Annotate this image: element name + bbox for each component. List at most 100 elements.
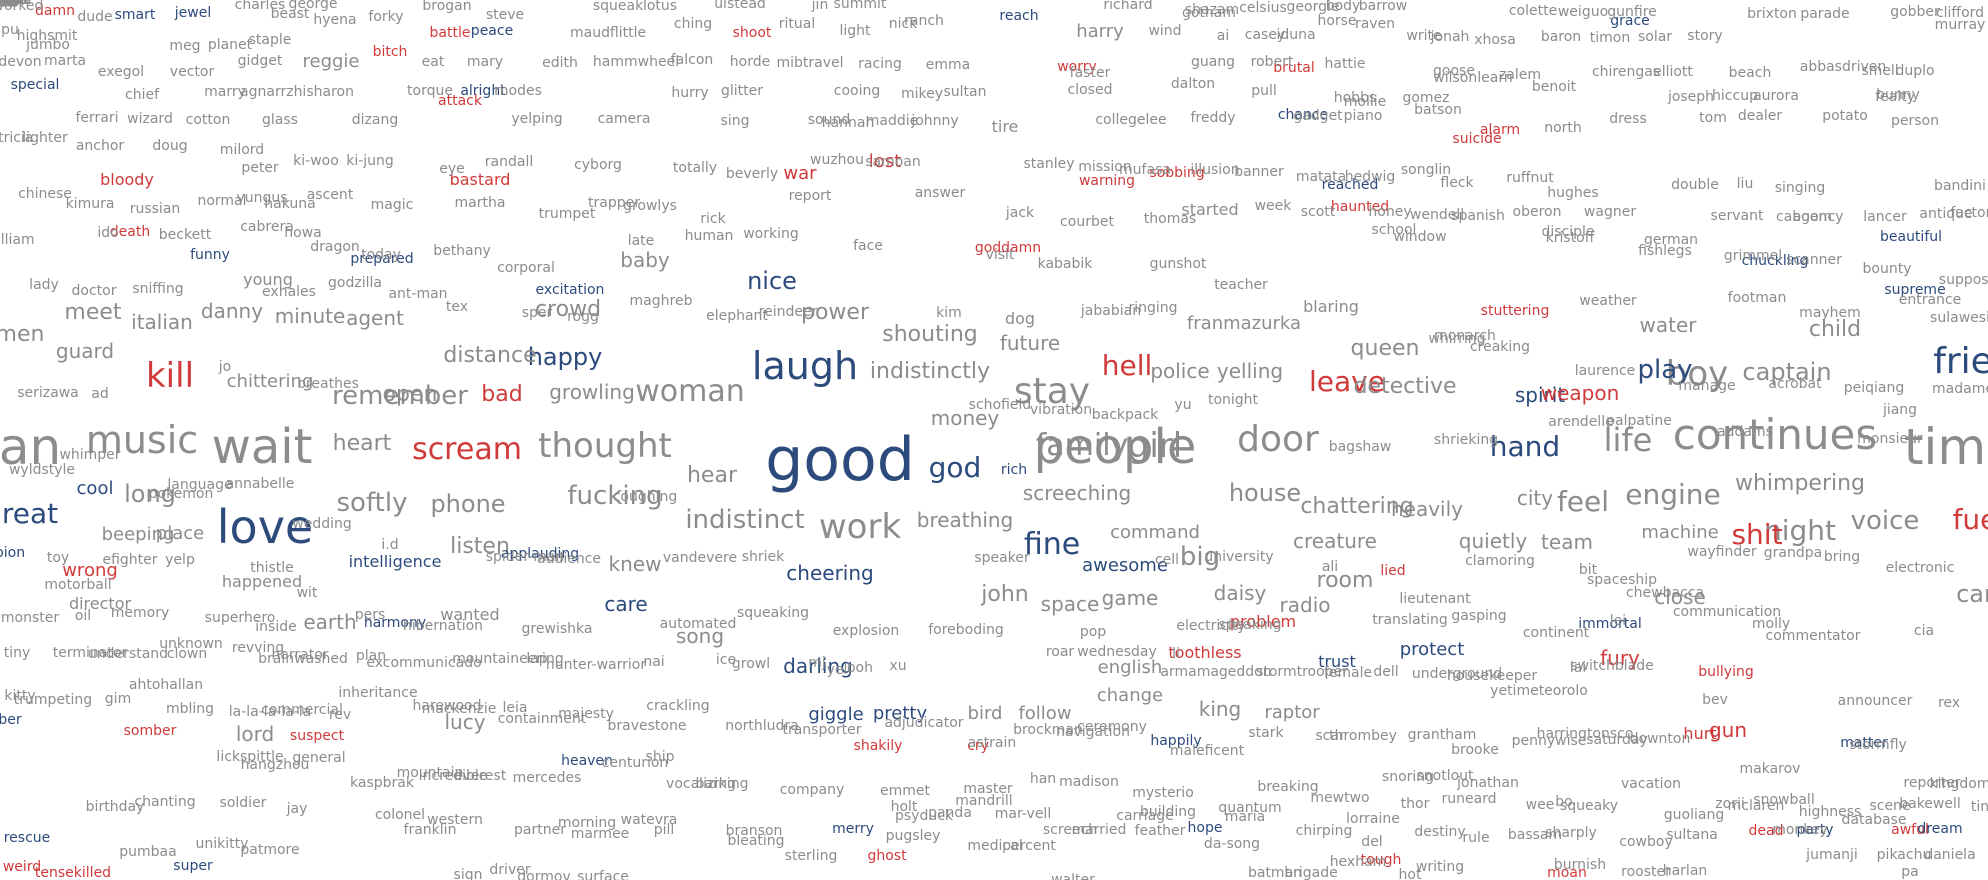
cloud-word: ice — [715, 652, 737, 668]
cloud-word: surface — [577, 869, 629, 880]
cloud-word: exhales — [262, 284, 316, 300]
cloud-word: bruce — [0, 0, 18, 7]
cloud-word: astrain — [967, 735, 1017, 751]
cloud-word: guess — [0, 0, 18, 7]
cloud-word: lovey — [0, 0, 17, 7]
cloud-word: big — [1179, 542, 1221, 572]
cloud-word: north — [1544, 120, 1582, 136]
cloud-word: armamageddon — [1160, 664, 1272, 680]
cloud-word: singing — [1774, 180, 1826, 196]
cloud-word: guang — [1190, 54, 1236, 70]
cloud-word: factory — [1950, 205, 1988, 221]
cloud-word: lickspittle — [216, 749, 284, 765]
cloud-word: ellen — [0, 0, 15, 7]
cloud-word: breaking — [1257, 779, 1319, 795]
cloud-word: faster — [1069, 65, 1111, 81]
cloud-word: ruffnut — [1506, 170, 1554, 186]
cloud-word: flittle — [609, 25, 647, 41]
cloud-word: thor — [1400, 796, 1430, 812]
cloud-word: ducky — [0, 0, 18, 7]
cloud-word: songlin — [1400, 162, 1452, 178]
cloud-word: alarm — [1479, 122, 1521, 138]
cloud-word: staple — [248, 32, 292, 48]
cloud-word: sultana — [1666, 827, 1718, 843]
cloud-word: barrow — [1358, 0, 1408, 14]
cloud-word: zalem — [1498, 67, 1542, 83]
cloud-word: whimper — [59, 447, 121, 463]
cloud-word: darling — [783, 654, 853, 678]
cloud-word: bounty — [1862, 261, 1912, 277]
cloud-word: sharply — [1545, 825, 1597, 841]
cloud-word: ship — [645, 749, 675, 765]
cloud-word: body — [1325, 0, 1361, 14]
cloud-word: agency — [1792, 209, 1844, 225]
cloud-word: comic — [0, 0, 18, 7]
cloud-word: crumb — [0, 0, 20, 7]
cloud-word: audience — [536, 551, 602, 567]
cloud-word: start — [0, 0, 14, 7]
cloud-word: haunted — [1330, 199, 1390, 215]
cloud-word: franklin — [403, 822, 457, 838]
cloud-word: baby — [620, 248, 670, 272]
cloud-word: simba — [0, 0, 19, 7]
cloud-word: forky — [368, 9, 404, 25]
cloud-word: ascent — [306, 187, 354, 203]
cloud-word: track — [0, 0, 16, 7]
cloud-word: wood — [0, 0, 17, 7]
cloud-word: franmazurka — [1186, 313, 1302, 334]
cloud-word: crackling — [646, 698, 710, 714]
cloud-word: dizang — [351, 112, 399, 128]
cloud-word: report — [788, 188, 832, 204]
cloud-word: aurora — [1753, 88, 1799, 104]
cloud-word: addams — [1717, 424, 1773, 440]
cloud-word: li — [1172, 646, 1180, 662]
cloud-word: teacher — [1214, 277, 1268, 293]
cloud-word: game — [1101, 586, 1159, 610]
cloud-word: motor — [0, 0, 19, 7]
cloud-word: ransom — [0, 0, 23, 7]
cloud-word: rey — [0, 0, 10, 7]
cloud-word: underground — [1411, 666, 1503, 682]
cloud-word: ching — [673, 16, 713, 32]
cloud-word: milord — [219, 142, 265, 158]
cloud-word: thomas — [1143, 211, 1197, 227]
cloud-word: problem — [1229, 612, 1297, 631]
cloud-word: creaking — [1469, 339, 1531, 355]
cloud-word: lost — [868, 151, 902, 172]
cloud-word: illusion — [1190, 162, 1240, 178]
cloud-word: ceremony — [1077, 719, 1147, 735]
cloud-word: future — [999, 331, 1061, 355]
cloud-word: attack — [438, 93, 482, 109]
cloud-word: listen — [450, 534, 510, 559]
cloud-word: speaking — [1218, 617, 1282, 633]
cloud-word: pu — [1, 22, 19, 38]
cloud-word: water — [1639, 313, 1697, 337]
cloud-word: gunshot — [1149, 256, 1207, 272]
cloud-word: camp — [0, 0, 17, 7]
cloud-word: kimura — [65, 196, 115, 212]
cloud-word: ki-jung — [346, 153, 394, 169]
cloud-word: beach — [1728, 65, 1772, 81]
cloud-word: wanted — [440, 605, 500, 624]
cloud-word: window — [1393, 229, 1447, 245]
cloud-word: guoliang — [1663, 807, 1725, 823]
cloud-word: eye — [439, 161, 465, 177]
cloud-word: desert — [0, 0, 20, 7]
cloud-word: boy — [1665, 354, 1729, 394]
cloud-word: rafiki — [0, 0, 16, 7]
cloud-word: branson — [725, 823, 783, 839]
cloud-word: annabelle — [225, 476, 295, 492]
cloud-word: late — [627, 233, 655, 249]
cloud-word: light — [839, 23, 871, 39]
cloud-word: mountain — [396, 765, 464, 781]
cloud-word: intelligence — [348, 552, 442, 571]
cloud-word: thud — [0, 0, 14, 7]
cloud-word: awesome — [1082, 555, 1168, 576]
cloud-word: bev — [1702, 692, 1728, 708]
cloud-word: tensekilled — [34, 865, 112, 880]
cloud-word: motorball — [44, 577, 112, 593]
cloud-word: vizier — [0, 0, 17, 7]
cloud-word: machine — [1641, 522, 1719, 543]
cloud-word: narrator — [271, 647, 329, 663]
cloud-word: laugh — [751, 344, 859, 388]
